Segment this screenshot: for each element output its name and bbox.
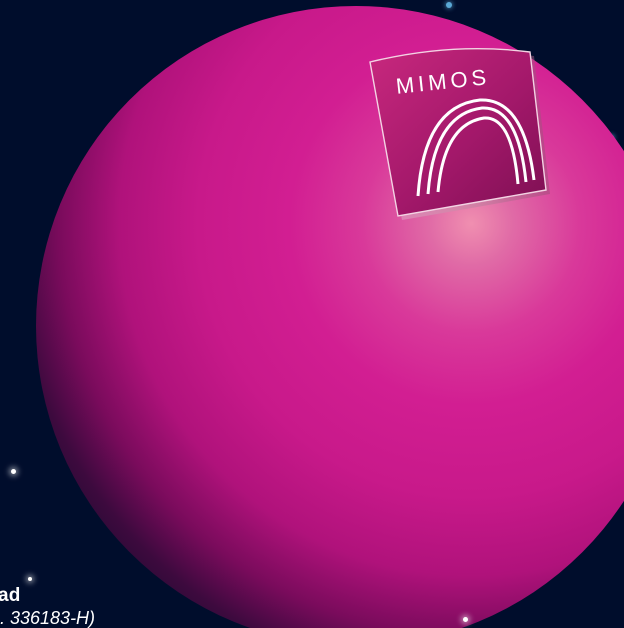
mimos-logo: MIMOS: [369, 47, 550, 221]
star: [11, 469, 16, 474]
triple-arch-icon: [416, 98, 536, 197]
accent-dot: [446, 2, 452, 8]
company-name-fragment: ad: [0, 585, 21, 606]
star: [463, 617, 468, 622]
company-registration-fragment: . 336183-H): [0, 608, 96, 628]
star: [28, 577, 32, 581]
